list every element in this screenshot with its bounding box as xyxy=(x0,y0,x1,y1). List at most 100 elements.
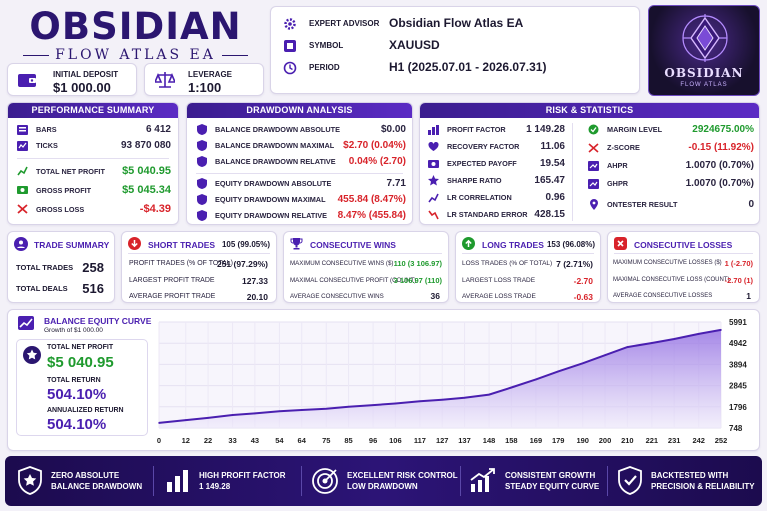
shield-icon xyxy=(196,210,207,221)
x-tick-label: 231 xyxy=(668,436,681,445)
short-r2-value: 127.33 xyxy=(242,276,268,286)
margin-icon xyxy=(588,124,599,135)
feature-2-line-2: 1 149.28 xyxy=(199,482,231,491)
target-icon xyxy=(312,468,338,494)
equity-curve-title: BALANCE EQUITY CURVE xyxy=(44,316,152,326)
x-tick-label: 75 xyxy=(322,436,330,445)
lr-std-error-label: LR STANDARD ERROR xyxy=(447,210,528,219)
equity-point xyxy=(535,378,537,381)
consecutive-wins-title: CONSECUTIVE WINS xyxy=(310,240,396,250)
expected-payoff-value: 19.54 xyxy=(539,158,565,169)
equity-point xyxy=(158,422,160,424)
feature-5-line-2: PRECISION & RELIABILITY xyxy=(651,482,755,491)
profit-factor-icon xyxy=(428,124,439,135)
margin-level-label: MARGIN LEVEL xyxy=(607,125,663,134)
curve-annualized-label: ANNUALIZED RETURN xyxy=(47,407,124,414)
deposit-label: INITIAL DEPOSIT xyxy=(53,70,119,79)
x-tick-label: 54 xyxy=(275,436,284,445)
cwins-r2-label: MAXIMAL CONSECUTIVE PROFIT (COUNT) xyxy=(290,277,417,284)
pin-icon xyxy=(588,199,599,210)
net-profit-icon xyxy=(17,166,28,177)
y-tick-label: 748 xyxy=(729,424,743,433)
dd-balance-relative-value: 0.04% (2.70) xyxy=(348,156,406,167)
equity-point xyxy=(184,419,187,421)
equity-curve-growth: Growth of $1 000.00 xyxy=(44,327,103,334)
feature-1-line-1: ZERO ABSOLUTE xyxy=(51,471,120,480)
badge-title: OBSIDIAN xyxy=(664,66,744,80)
x-tick-label: 64 xyxy=(298,436,307,445)
symbol-icon xyxy=(284,40,296,52)
ahpr-value: 1.0070 (0.70%) xyxy=(685,160,754,171)
curve-return-value: 504.10% xyxy=(47,386,107,403)
shield-check-icon xyxy=(618,466,642,495)
ontester-value: 0 xyxy=(748,199,754,210)
feature-backtested: BACKTESTED WITH PRECISION & RELIABILITY xyxy=(617,456,755,506)
lr-correlation-label: LR CORRELATION xyxy=(447,193,512,202)
recovery-factor-value: 11.06 xyxy=(540,141,565,152)
curve-return-label: TOTAL RETURN xyxy=(47,377,101,384)
equity-point xyxy=(581,362,584,365)
short-trades-count: 105 (99.05%) xyxy=(221,240,270,249)
consecutive-losses-title: CONSECUTIVE LOSSES xyxy=(634,240,733,250)
sharpe-ratio-value: 165.47 xyxy=(534,175,565,186)
closs-r2-value: -2.70 (1) xyxy=(724,276,753,285)
dd-equity-maximal-value: 455.84 (8.47%) xyxy=(337,194,406,205)
equity-point xyxy=(254,412,256,415)
arrow-up-icon xyxy=(462,237,475,250)
drawdown-analysis-card: DRAWDOWN ANALYSIS BALANCE DRAWDOWN ABSOL… xyxy=(186,102,413,225)
x-tick-label: 190 xyxy=(576,436,589,445)
z-score-label: Z-SCORE xyxy=(607,143,640,152)
closs-r1-value: 1 (-2.70) xyxy=(724,259,753,268)
payoff-icon xyxy=(428,158,439,169)
equity-point xyxy=(626,346,629,348)
cwins-r2-value: 3 106.97 (110) xyxy=(393,276,442,285)
symbol-label: SYMBOL xyxy=(309,41,344,50)
equity-point xyxy=(510,386,513,389)
x-tick-label: 221 xyxy=(646,436,659,445)
badge-subtitle: FLOW ATLAS xyxy=(680,82,728,88)
deposit-value: $1 000.00 xyxy=(53,80,111,95)
equity-point xyxy=(278,410,281,412)
ontester-label: ONTESTER RESULT xyxy=(607,200,678,209)
feature-consistent-growth: CONSISTENT GROWTH STEADY EQUITY CURVE xyxy=(469,456,599,506)
initial-deposit-card: INITIAL DEPOSIT $1 000.00 xyxy=(7,63,137,96)
bars-icon xyxy=(17,124,28,135)
x-tick-label: 117 xyxy=(414,436,426,445)
risk-statistics-card: RISK & STATISTICS PROFIT FACTOR 1 149.28 … xyxy=(419,102,760,225)
equity-point xyxy=(372,404,374,406)
trade-summary-card: TRADE SUMMARY TOTAL TRADES 258 TOTAL DEA… xyxy=(7,231,115,303)
period-label: PERIOD xyxy=(309,63,340,72)
ghpr-label: GHPR xyxy=(607,179,629,188)
ahpr-icon xyxy=(588,160,599,171)
equity-point xyxy=(394,402,397,405)
y-tick-label: 3894 xyxy=(729,360,747,369)
curve-net-value: $5 040.95 xyxy=(47,354,114,371)
x-tick-label: 43 xyxy=(251,436,259,445)
ticks-icon xyxy=(17,140,28,151)
features-footer: ZERO ABSOLUTE BALANCE DRAWDOWN HIGH PROFI… xyxy=(5,456,762,506)
period-value: H1 (2025.07.01 - 2026.07.31) xyxy=(389,60,547,74)
feature-profit-factor: HIGH PROFIT FACTOR 1 149.28 xyxy=(165,456,286,506)
dd-balance-absolute-value: $0.00 xyxy=(380,124,406,135)
dd-balance-maximal-label: BALANCE DRAWDOWN MAXIMAL xyxy=(215,141,335,150)
brand-title: OBSIDIAN xyxy=(29,5,242,48)
equity-point xyxy=(673,338,675,340)
long-r1-label: LOSS TRADES (% OF TOTAL) xyxy=(462,260,553,267)
leverage-card: LEVERAGE 1:100 xyxy=(144,63,264,96)
curve-summary-box: TOTAL NET PROFIT $5 040.95 TOTAL RETURN … xyxy=(16,339,148,436)
short-trades-title: SHORT TRADES xyxy=(148,240,216,250)
dd-equity-absolute-value: 7.71 xyxy=(386,178,406,189)
y-tick-label: 2845 xyxy=(729,382,747,391)
correlation-icon xyxy=(428,192,439,203)
x-tick-label: 96 xyxy=(369,436,377,445)
equity-point xyxy=(557,370,559,373)
net-profit-label: TOTAL NET PROFIT xyxy=(36,166,105,176)
long-trades-title: LONG TRADES xyxy=(482,240,544,250)
equity-point xyxy=(419,400,421,403)
feature-3-line-2: LOW DRAWDOWN xyxy=(347,482,418,491)
consecutive-losses-card: CONSECUTIVE LOSSES MAXIMUM CONSECUTIVE L… xyxy=(607,231,760,303)
long-r3-label: AVERAGE LOSS TRADE xyxy=(462,293,536,300)
x-tick-label: 252 xyxy=(715,436,728,445)
dd-equity-relative-value: 8.47% (455.84) xyxy=(337,210,406,221)
recovery-factor-label: RECOVERY FACTOR xyxy=(447,142,520,151)
